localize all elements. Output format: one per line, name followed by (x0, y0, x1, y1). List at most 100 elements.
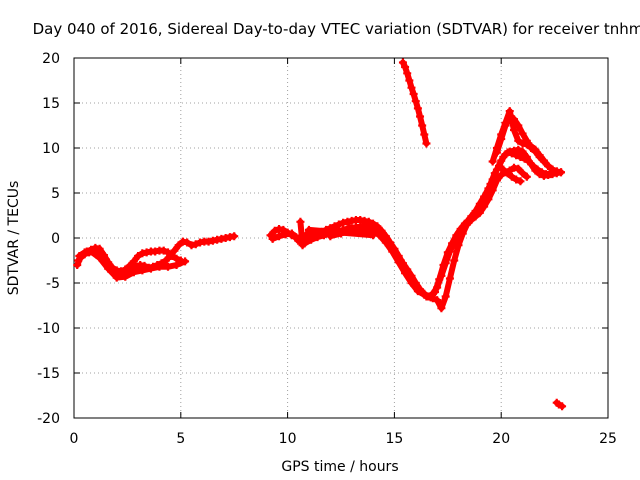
data-point (450, 256, 459, 265)
data-point (87, 247, 96, 256)
x-tick-label: 0 (70, 431, 79, 447)
data-point (527, 142, 536, 151)
data-point (518, 169, 527, 178)
data-point (401, 63, 410, 71)
data-point (155, 262, 164, 271)
data-point (172, 261, 181, 269)
x-tick-label: 5 (176, 431, 185, 447)
data-point (510, 126, 519, 134)
data-point (460, 219, 469, 228)
data-point (140, 261, 149, 270)
data-point (307, 235, 316, 244)
data-point (337, 229, 345, 238)
data-point (552, 167, 561, 176)
data-point (279, 225, 288, 234)
data-point (499, 153, 508, 161)
data-point (437, 304, 446, 313)
y-tick-label: -20 (37, 411, 60, 427)
data-point (499, 165, 508, 174)
data-point (322, 225, 331, 234)
data-point (533, 165, 542, 174)
data-point (558, 402, 567, 411)
data-point (505, 107, 514, 116)
data-point (298, 241, 307, 250)
data-point (369, 231, 378, 240)
data-point (394, 258, 403, 267)
data-point (512, 151, 521, 160)
data-point (445, 274, 454, 283)
data-point (537, 168, 546, 177)
data-point (514, 136, 523, 145)
data-point (480, 202, 489, 211)
data-point (112, 273, 121, 282)
data-point (514, 121, 523, 130)
data-point (454, 241, 463, 250)
data-point (129, 268, 138, 277)
data-point (334, 220, 343, 229)
data-point (416, 112, 425, 121)
markers-layer (73, 58, 567, 411)
data-point (161, 256, 170, 265)
data-point (497, 130, 506, 139)
chart-title: Day 040 of 2016, Sidereal Day-to-day VTE… (33, 20, 640, 38)
data-point (104, 264, 113, 273)
data-point (403, 69, 412, 78)
data-point (75, 252, 84, 260)
data-point (129, 257, 138, 266)
data-point (95, 253, 104, 262)
data-point (531, 145, 540, 154)
data-point (488, 186, 497, 195)
data-point (522, 140, 531, 149)
data-point (116, 267, 125, 276)
data-point (546, 170, 555, 179)
data-point (159, 246, 168, 255)
data-point (492, 176, 501, 185)
data-point (514, 164, 523, 173)
data-point (448, 239, 457, 248)
data-point (358, 225, 367, 234)
data-point (495, 162, 504, 170)
data-point (484, 195, 493, 204)
data-point (287, 229, 296, 238)
data-point (369, 219, 378, 228)
data-point (471, 212, 480, 221)
series-layer (74, 59, 566, 410)
data-point (452, 231, 461, 240)
data-point (413, 104, 422, 113)
data-point (520, 154, 529, 163)
data-point (507, 149, 516, 158)
data-point (475, 199, 484, 208)
data-point (326, 232, 335, 241)
data-point (420, 290, 429, 299)
data-point (510, 115, 519, 124)
data-point (174, 241, 183, 250)
data-point (497, 171, 506, 179)
data-point (430, 288, 439, 296)
y-tick-label: 5 (51, 186, 60, 202)
grid-layer (74, 58, 608, 418)
data-point (268, 234, 277, 243)
data-point (492, 144, 501, 152)
data-point (181, 257, 190, 266)
data-point (512, 175, 521, 184)
data-point (330, 222, 339, 231)
data-point (418, 121, 427, 130)
data-point (522, 172, 531, 181)
x-tick-label: 25 (599, 431, 617, 447)
data-point (490, 169, 499, 178)
data-point (435, 275, 444, 284)
data-point (443, 248, 452, 257)
data-point (407, 279, 416, 287)
data-point (544, 162, 553, 170)
data-point (294, 236, 303, 245)
data-point (381, 238, 390, 247)
data-point (426, 293, 435, 302)
data-point (170, 246, 179, 255)
x-tick-label: 20 (492, 431, 510, 447)
data-point (524, 157, 533, 166)
data-point (332, 227, 341, 236)
data-point (121, 272, 130, 281)
data-point (407, 271, 416, 280)
data-point (163, 262, 172, 271)
x-tick-label: 15 (385, 431, 403, 447)
